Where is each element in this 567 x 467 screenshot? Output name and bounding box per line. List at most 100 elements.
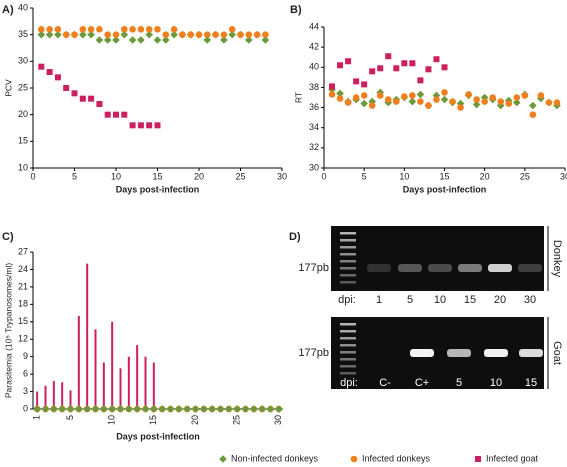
marker [353,78,360,85]
marker [233,405,241,413]
y-tick-label: 3 [23,386,28,396]
marker [146,122,153,129]
marker [87,26,95,33]
marker [250,405,258,413]
marker [179,31,186,38]
marker [433,56,440,63]
y-tick-label: 21 [18,281,28,291]
marker [545,99,553,106]
marker [141,405,150,413]
bar [77,315,80,409]
band-label: 177pb [298,262,329,274]
lane-label: 10 [434,294,446,306]
marker [521,92,529,99]
marker [245,31,253,38]
ladder-band [340,253,356,256]
bar [152,362,155,409]
x-tick-label: 10 [399,171,409,181]
y-tick-label: 15 [18,136,28,146]
gel-band [410,349,434,357]
panel-label: A) [2,4,14,16]
x-tick-label: 30 [560,171,567,181]
ladder-band [340,344,356,347]
marker [187,31,194,38]
marker [195,31,203,38]
marker [393,98,400,105]
marker [75,405,83,413]
marker [393,65,400,72]
bar [136,345,139,409]
panel-label: C) [2,231,14,243]
ladder-band [340,267,356,270]
ladder-band [340,232,356,235]
marker [137,26,145,33]
marker [38,63,45,70]
y-tick-label: 42 [309,42,319,52]
ladder-band [340,246,356,249]
marker [45,30,54,39]
marker [46,69,53,75]
marker [253,31,261,38]
marker [58,405,66,413]
y-tick-label: 12 [18,334,28,344]
marker [128,36,137,44]
y-tick-label: 9 [23,351,28,361]
legend-label: Infected goat [486,453,539,463]
dpi-label: dpi: [340,377,358,389]
band-label: 177pb [298,347,329,359]
x-tick-label: 30 [277,171,287,181]
marker [162,36,170,44]
marker [121,111,128,118]
x-tick-label: 15 [439,171,449,181]
marker [409,92,416,99]
bar [127,356,130,409]
marker [79,30,87,39]
marker [50,405,58,413]
marker [38,26,45,33]
marker [54,30,62,39]
x-tick-label: 25 [232,415,242,425]
marker [104,31,111,38]
gel-band [518,264,542,272]
marker [62,31,70,38]
bar [69,390,72,409]
marker [336,89,344,98]
lane-label: C- [379,377,391,389]
marker [275,405,283,413]
y-tick-label: 18 [18,299,28,309]
marker [553,99,561,106]
marker [137,36,145,44]
y-tick-label: 38 [309,82,319,92]
marker [46,26,53,33]
y-axis-label: Parasitemia (10⁵ Trypanosomes/ml) [3,263,13,398]
lane-label: 30 [524,294,536,306]
x-tick-label: 5 [72,171,77,181]
marker [208,405,216,413]
bar [36,391,39,409]
y-tick-label: 40 [309,62,319,72]
y-tick-label: 35 [18,29,28,39]
marker [96,101,103,107]
x-tick-label: 0 [30,171,35,181]
marker [145,30,153,39]
bar [144,356,147,409]
legend-label: Infected donkeys [362,453,431,463]
marker [71,90,78,97]
marker [472,100,481,109]
marker [54,26,62,33]
marker [377,65,384,72]
x-tick-label: 10 [111,171,121,181]
gel-band [519,349,543,357]
legend-marker [475,456,481,462]
marker [120,30,129,39]
panel-label: B) [290,4,302,16]
marker [137,122,144,129]
marker [258,405,266,413]
ladder-band [340,239,356,242]
panel-label: D) [289,231,301,243]
marker [337,62,344,69]
marker [368,102,376,109]
marker [441,64,448,71]
marker [385,53,392,60]
marker [129,122,136,129]
